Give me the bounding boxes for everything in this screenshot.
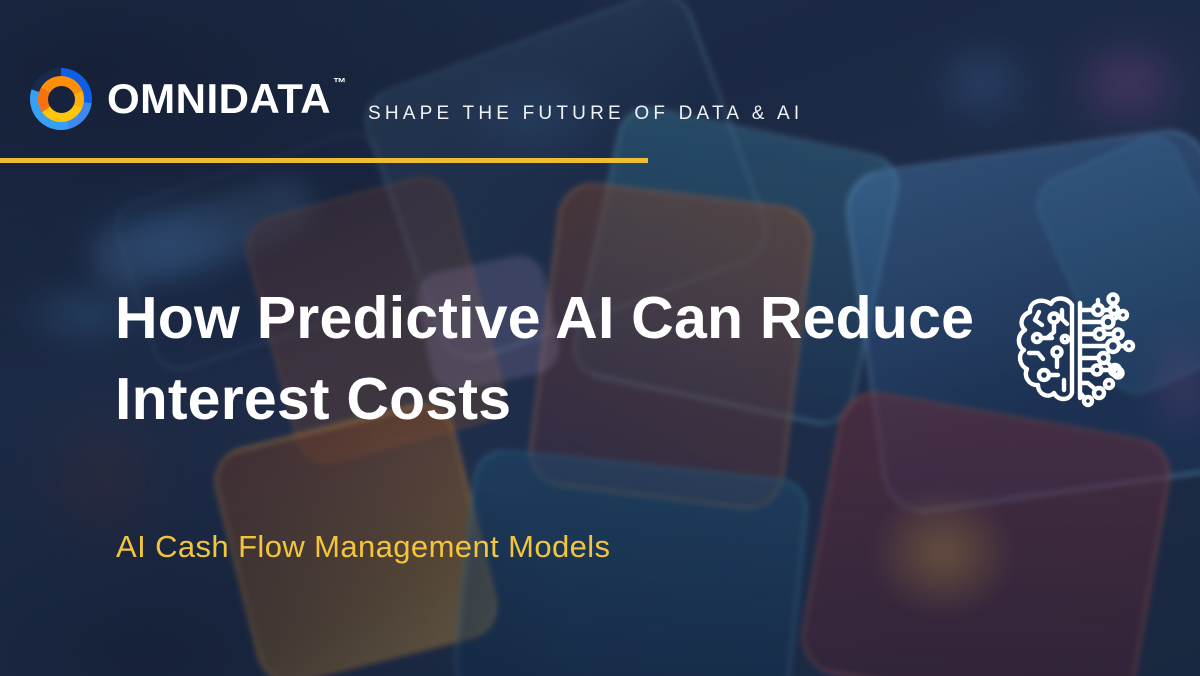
brand-tagline: SHAPE THE FUTURE OF DATA & AI — [368, 103, 804, 124]
gold-divider-line — [0, 158, 648, 163]
trademark-symbol: ™ — [333, 75, 347, 90]
brand-wordmark: OMNIDATA — [107, 75, 332, 122]
page-title: How Predictive AI Can Reduce Interest Co… — [115, 278, 974, 440]
brain-circuit-icon — [1014, 288, 1142, 418]
brand-name: OMNIDATA ™ — [107, 75, 347, 122]
omnidata-logo-icon — [30, 68, 92, 130]
subtitle: AI Cash Flow Management Models — [116, 529, 611, 564]
brand-header: OMNIDATA ™ — [30, 64, 347, 134]
title-line-1: How Predictive AI Can Reduce — [115, 285, 975, 351]
title-line-2: Interest Costs — [115, 365, 512, 432]
